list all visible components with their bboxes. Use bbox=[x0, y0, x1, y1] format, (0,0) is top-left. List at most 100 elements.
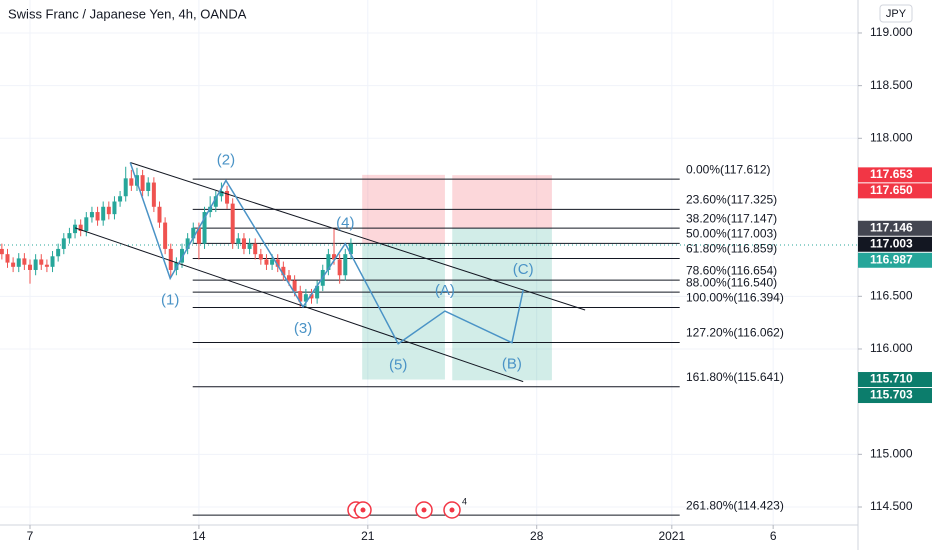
candle-body bbox=[236, 238, 241, 244]
drawings: (1) (2) (3) (4) (5) (A) (B) (C) bbox=[74, 151, 586, 383]
price-tag bbox=[858, 372, 932, 388]
trend-line bbox=[74, 227, 524, 383]
fib-label: 88.00%(116.540) bbox=[686, 275, 777, 289]
price-tag-label: 116.987 bbox=[870, 252, 913, 266]
price-tag-label: 115.703 bbox=[870, 388, 913, 402]
price-tag-label: 115.710 bbox=[870, 372, 913, 386]
grid bbox=[0, 0, 858, 525]
candle-body bbox=[157, 206, 162, 223]
price-tag-label: 117.650 bbox=[870, 183, 913, 197]
wave-label: (5) bbox=[389, 357, 407, 374]
candle-body bbox=[140, 175, 145, 191]
candle-body bbox=[146, 182, 151, 191]
price-tag bbox=[858, 167, 932, 183]
fib-label: 261.80%(114.423) bbox=[686, 498, 784, 512]
candle-body bbox=[95, 212, 100, 221]
candle-body bbox=[11, 262, 16, 267]
x-tick-label: 2021 bbox=[658, 529, 685, 543]
candle-body bbox=[0, 248, 4, 255]
fib-label: 0.00%(117.612) bbox=[686, 162, 771, 176]
candle-body bbox=[106, 206, 111, 215]
candle-body bbox=[78, 224, 83, 232]
currency: JPY bbox=[886, 8, 907, 20]
candle-body bbox=[84, 217, 89, 232]
candle-body bbox=[337, 259, 342, 276]
candle-body bbox=[50, 256, 55, 267]
candle-body bbox=[191, 227, 196, 239]
wave-line bbox=[129, 162, 524, 345]
y-tick-label: 114.500 bbox=[870, 499, 913, 513]
candle-body bbox=[253, 243, 258, 255]
currency-box[interactable] bbox=[879, 4, 913, 23]
wave-label: (C) bbox=[513, 261, 534, 278]
candle-body bbox=[33, 259, 38, 270]
candle-body bbox=[225, 190, 230, 204]
fib-label: 161.80%(115.641) bbox=[686, 370, 784, 384]
candles bbox=[0, 166, 353, 307]
fib-label: 23.60%(117.325) bbox=[686, 193, 777, 207]
candle-body bbox=[61, 238, 66, 249]
y-tick-label: 115.000 bbox=[870, 446, 913, 460]
y-tick-label: 119.000 bbox=[870, 25, 913, 39]
candle-body bbox=[101, 206, 106, 221]
candle-body bbox=[168, 248, 173, 270]
candle-body bbox=[151, 182, 156, 207]
candle-body bbox=[292, 280, 297, 292]
y-tick-label: 116.500 bbox=[870, 288, 913, 302]
chart-title: Swiss Franc / Japanese Yen, 4h, OANDA bbox=[8, 6, 247, 21]
price-tag-label: 117.653 bbox=[870, 167, 913, 181]
candle-body bbox=[73, 224, 78, 234]
candle-body bbox=[348, 243, 353, 255]
candle-body bbox=[180, 248, 185, 263]
candle-body bbox=[247, 243, 252, 249]
candle-body bbox=[129, 178, 134, 186]
wave-label: (2) bbox=[217, 151, 235, 168]
y-tick-label: 118.000 bbox=[870, 130, 913, 144]
candle-body bbox=[213, 196, 218, 207]
candle-body bbox=[112, 201, 117, 215]
candle-body bbox=[281, 266, 286, 276]
candle-body bbox=[39, 259, 44, 265]
x-tick-label: 28 bbox=[530, 529, 544, 543]
stop-zone bbox=[452, 175, 552, 229]
wave-label: (A) bbox=[435, 282, 455, 299]
x-tick-label: 14 bbox=[192, 529, 206, 543]
candle-body bbox=[332, 254, 337, 260]
price-tag bbox=[858, 252, 932, 268]
wave-label: (1) bbox=[161, 291, 179, 308]
candle-body bbox=[202, 212, 207, 244]
candle-body bbox=[219, 190, 224, 197]
candle-body bbox=[196, 227, 201, 244]
candle-body bbox=[230, 203, 235, 244]
candle-body bbox=[118, 196, 123, 202]
fib-label: 100.00%(116.394) bbox=[686, 291, 784, 305]
candle-body bbox=[163, 222, 168, 249]
candle-body bbox=[123, 178, 128, 197]
event-dot bbox=[360, 507, 366, 513]
fib-label: 38.20%(117.147) bbox=[686, 211, 777, 225]
y-tick-label: 116.000 bbox=[870, 341, 913, 355]
y-tick-label: 118.500 bbox=[870, 78, 913, 92]
candle-body bbox=[275, 259, 280, 267]
candle-body bbox=[89, 212, 94, 218]
event-dot bbox=[449, 507, 455, 513]
candle-body bbox=[56, 248, 61, 257]
candle-body bbox=[326, 254, 331, 270]
candle-body bbox=[286, 275, 291, 281]
event-dot bbox=[421, 507, 427, 513]
x-tick-label: 7 bbox=[27, 529, 34, 543]
wave-label: (3) bbox=[294, 320, 312, 337]
price-tag bbox=[858, 183, 932, 199]
target-zone bbox=[362, 243, 445, 380]
candle-body bbox=[309, 294, 314, 299]
x-tick-label: 6 bbox=[770, 529, 777, 543]
event-badge: 4 bbox=[462, 496, 467, 506]
candle-body bbox=[264, 259, 269, 265]
candle-body bbox=[315, 285, 320, 299]
wave-label: (B) bbox=[502, 356, 522, 373]
fib-label: 50.00%(117.003) bbox=[686, 227, 777, 241]
axes: 119.000 118.500 118.000 116.500 116.000 115.0… bbox=[27, 25, 932, 543]
trend-line bbox=[130, 162, 586, 311]
event-icons[interactable] bbox=[347, 501, 461, 519]
